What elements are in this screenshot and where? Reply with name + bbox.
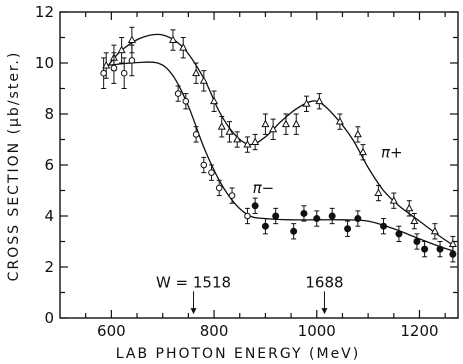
data-point-triangle	[251, 137, 260, 145]
x-tick-label: 600	[97, 322, 126, 340]
data-point-triangle	[269, 124, 278, 133]
y-tick-label: 4	[44, 207, 54, 225]
data-point-open-circle	[120, 69, 128, 77]
ticks: 600 800 1000 1200 0 2 4 6 8 10 12	[35, 3, 458, 340]
y-tick-label: 8	[44, 105, 54, 123]
data-point-triangle	[117, 45, 126, 54]
data-point-triangle	[127, 35, 136, 43]
data-point-triangle	[335, 116, 344, 125]
data-point-triangle	[168, 35, 178, 43]
data-point-triangle	[225, 127, 234, 135]
data-point-open-circle	[174, 90, 182, 97]
data-point-triangle	[374, 188, 383, 196]
annotations: W = 1518 1688	[156, 273, 344, 315]
data-point-triangle	[217, 122, 226, 130]
x-tick-label: 1200	[400, 322, 438, 340]
data-point-filled-circle	[328, 212, 336, 220]
data-point-filled-circle	[413, 238, 421, 245]
data-point-filled-circle	[380, 222, 388, 230]
y-tick-label: 10	[35, 54, 54, 72]
x-tick-label: 1000	[298, 322, 336, 340]
x-axis-title: LAB PHOTON ENERGY (MeV)	[116, 346, 360, 362]
annotation-label: W = 1518	[156, 273, 231, 291]
series-label: π+	[381, 143, 403, 161]
data-points	[100, 26, 457, 263]
data-point-triangle	[233, 134, 242, 143]
data-point-triangle	[261, 119, 270, 128]
data-point-open-circle	[192, 131, 200, 138]
data-point-filled-circle	[290, 227, 298, 235]
data-point-triangle	[179, 43, 188, 51]
plot-frame	[59, 11, 459, 319]
data-point-open-circle	[128, 57, 136, 64]
data-point-open-circle	[110, 64, 118, 72]
series-labels: π+ π−	[253, 143, 403, 197]
data-point-filled-circle	[261, 222, 269, 230]
data-point-triangle	[192, 68, 201, 77]
series-label: π−	[253, 179, 275, 197]
y-tick-label: 0	[44, 309, 54, 327]
data-point-filled-circle	[449, 250, 457, 258]
curve-pi-plus	[105, 33, 456, 248]
data-point-filled-circle	[251, 202, 259, 210]
data-point-triangle	[102, 60, 111, 69]
curve-pi-minus	[106, 61, 456, 253]
data-point-open-circle	[100, 69, 107, 77]
data-point-triangle	[243, 139, 252, 148]
data-point-triangle	[210, 96, 219, 105]
data-point-triangle	[199, 76, 208, 84]
data-point-triangle	[315, 96, 324, 105]
data-point-filled-circle	[272, 212, 280, 220]
data-point-triangle	[389, 196, 398, 204]
annotation-label: 1688	[305, 273, 343, 291]
data-point-triangle	[302, 99, 311, 107]
data-point-filled-circle	[300, 209, 308, 217]
data-point-triangle	[292, 119, 301, 128]
data-point-triangle	[405, 203, 414, 212]
data-point-filled-circle	[436, 245, 444, 253]
x-tick-label: 800	[200, 322, 229, 340]
data-point-filled-circle	[395, 230, 403, 238]
data-point-filled-circle	[313, 215, 321, 223]
data-point-triangle	[358, 147, 368, 156]
data-point-triangle	[281, 119, 290, 128]
data-point-triangle	[353, 129, 362, 138]
data-point-open-circle	[200, 161, 208, 169]
y-axis-title: CROSS SECTION (μb/ster.)	[6, 51, 22, 282]
data-point-open-circle	[215, 184, 223, 192]
data-point-triangle	[430, 226, 439, 235]
y-tick-label: 2	[44, 258, 54, 276]
data-point-triangle	[410, 216, 419, 224]
annotation-arrow-head	[321, 308, 328, 315]
axes	[59, 11, 459, 319]
data-point-filled-circle	[344, 225, 352, 233]
data-point-open-circle	[244, 212, 251, 220]
annotation-arrow-head	[190, 308, 197, 315]
y-tick-label: 6	[44, 156, 54, 174]
data-point-open-circle	[208, 169, 215, 176]
y-tick-label: 12	[35, 3, 54, 21]
data-point-filled-circle	[421, 245, 429, 253]
fit-curves	[105, 33, 456, 253]
data-point-filled-circle	[354, 215, 362, 223]
data-point-open-circle	[228, 192, 236, 199]
data-point-open-circle	[182, 97, 190, 105]
